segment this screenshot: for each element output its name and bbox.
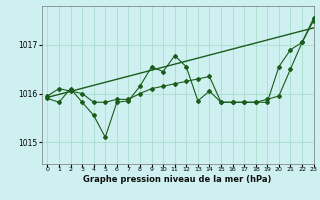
X-axis label: Graphe pression niveau de la mer (hPa): Graphe pression niveau de la mer (hPa) — [84, 175, 272, 184]
